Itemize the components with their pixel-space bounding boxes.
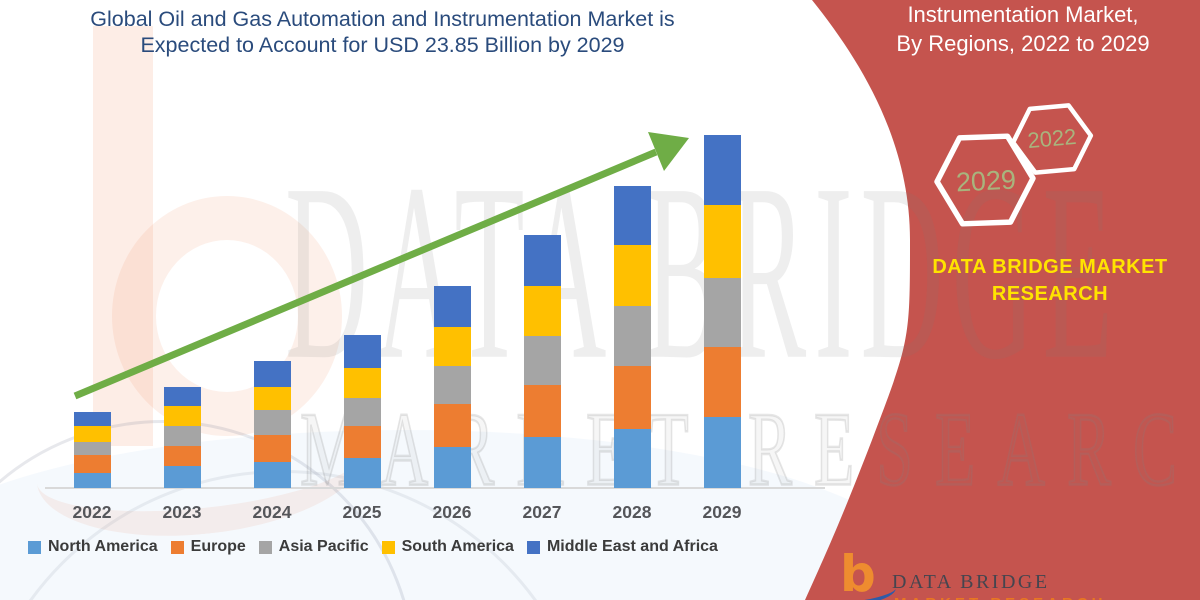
legend-marker-icon	[381, 540, 395, 554]
bar-segment-2023-south-america	[163, 406, 201, 427]
page-title: Global Oil and Gas Automation and Instru…	[10, 6, 755, 58]
page-title-line1: Global Oil and Gas Automation and Instru…	[90, 7, 675, 31]
bar-segment-2024-south-america	[253, 387, 291, 410]
bar-segment-2027-asia-pacific	[523, 336, 561, 386]
panel-brand-line2: RESEARCH	[991, 283, 1109, 305]
bar-segment-2026-middle-east-and-africa	[433, 286, 471, 327]
footer-logo-b-icon: b	[840, 545, 876, 600]
bar-segment-2022-north-america	[73, 472, 111, 488]
legend-marker-icon	[258, 540, 272, 554]
panel-brand-text: DATA BRIDGE MARKET RESEARCH	[920, 254, 1180, 308]
bar-segment-2026-europe	[433, 404, 471, 447]
bar-segment-2029-south-america	[703, 205, 741, 278]
panel-heading: Instrumentation Market, By Regions, 2022…	[858, 1, 1188, 58]
x-axis-label-2024: 2024	[252, 502, 292, 522]
panel-heading-line1: Instrumentation Market,	[907, 2, 1139, 27]
bar-segment-2028-north-america	[613, 428, 651, 488]
x-axis-label-2023: 2023	[162, 502, 202, 522]
bar-segment-2022-south-america	[73, 426, 111, 442]
footer-logo-name: DATA BRIDGE	[892, 571, 1050, 593]
x-axis-label-2029: 2029	[702, 502, 742, 522]
bar-segment-2027-europe	[523, 385, 561, 437]
bar-segment-2025-europe	[343, 426, 381, 458]
x-axis-label-2028: 2028	[612, 502, 652, 522]
legend-label: Europe	[190, 538, 246, 555]
hexagon-2029-label: 2029	[955, 164, 1017, 198]
bar-segment-2029-europe	[703, 346, 741, 417]
x-axis-label-2027: 2027	[522, 502, 562, 522]
bar-segment-2024-middle-east-and-africa	[253, 361, 291, 387]
bar-segment-2024-europe	[253, 435, 291, 462]
bar-segment-2029-middle-east-and-africa	[703, 135, 741, 205]
footer-logo-subline: MARKET RESEARCH	[894, 595, 1107, 600]
legend-label: South America	[401, 538, 514, 555]
bar-segment-2025-north-america	[343, 457, 381, 488]
bar-segment-2028-europe	[613, 366, 651, 429]
bar-segment-2022-asia-pacific	[73, 442, 111, 456]
x-axis-label-2022: 2022	[72, 502, 112, 522]
bar-segment-2025-middle-east-and-africa	[343, 335, 381, 368]
x-axis-label-2026: 2026	[432, 502, 472, 522]
bar-segment-2022-europe	[73, 455, 111, 473]
legend-marker-icon	[526, 540, 540, 554]
chart-legend: North America Europe Asia Pacific South Ame…	[28, 538, 718, 556]
x-axis-line	[45, 487, 825, 489]
legend-label: Asia Pacific	[278, 538, 369, 555]
bar-segment-2024-asia-pacific	[253, 409, 291, 436]
bar-segment-2022-middle-east-and-africa	[73, 411, 111, 427]
legend-item-middle-east-and-africa: Middle East and Africa	[526, 538, 718, 556]
bar-segment-2029-asia-pacific	[703, 277, 741, 347]
bar-segment-2023-middle-east-and-africa	[163, 387, 201, 407]
bar-segment-2023-europe	[163, 446, 201, 467]
x-axis-label-2025: 2025	[342, 502, 382, 522]
panel-brand-line1: DATA BRIDGE MARKET	[932, 256, 1168, 278]
bar-segment-2028-south-america	[613, 245, 651, 307]
legend-item-south-america: South America	[381, 538, 514, 556]
bar-segment-2025-asia-pacific	[343, 397, 381, 427]
legend-item-europe: Europe	[170, 538, 246, 556]
legend-marker-icon	[170, 540, 184, 554]
legend-marker-icon	[28, 540, 41, 554]
bar-segment-2027-middle-east-and-africa	[523, 235, 561, 287]
bar-segment-2027-south-america	[523, 286, 561, 337]
bar-segment-2026-north-america	[433, 447, 471, 488]
page-title-line2: Expected to Account for USD 23.85 Billio…	[140, 33, 625, 57]
bar-segment-2025-south-america	[343, 367, 381, 398]
bar-segment-2026-asia-pacific	[433, 366, 471, 405]
bar-segment-2027-north-america	[523, 436, 561, 488]
legend-label: North America	[48, 538, 158, 555]
panel-heading-line2: By Regions, 2022 to 2029	[896, 30, 1150, 56]
legend-item-north-america: North America	[28, 538, 158, 556]
bar-segment-2024-north-america	[253, 462, 291, 488]
bar-segment-2028-asia-pacific	[613, 306, 651, 367]
legend-label: Middle East and Africa	[546, 538, 718, 555]
legend-item-asia-pacific: Asia Pacific	[258, 538, 369, 556]
bar-segment-2023-asia-pacific	[163, 426, 201, 447]
bar-segment-2026-south-america	[433, 327, 471, 367]
bar-segment-2023-north-america	[163, 466, 201, 488]
bar-segment-2028-middle-east-and-africa	[613, 186, 651, 246]
bar-segment-2029-north-america	[703, 416, 741, 488]
